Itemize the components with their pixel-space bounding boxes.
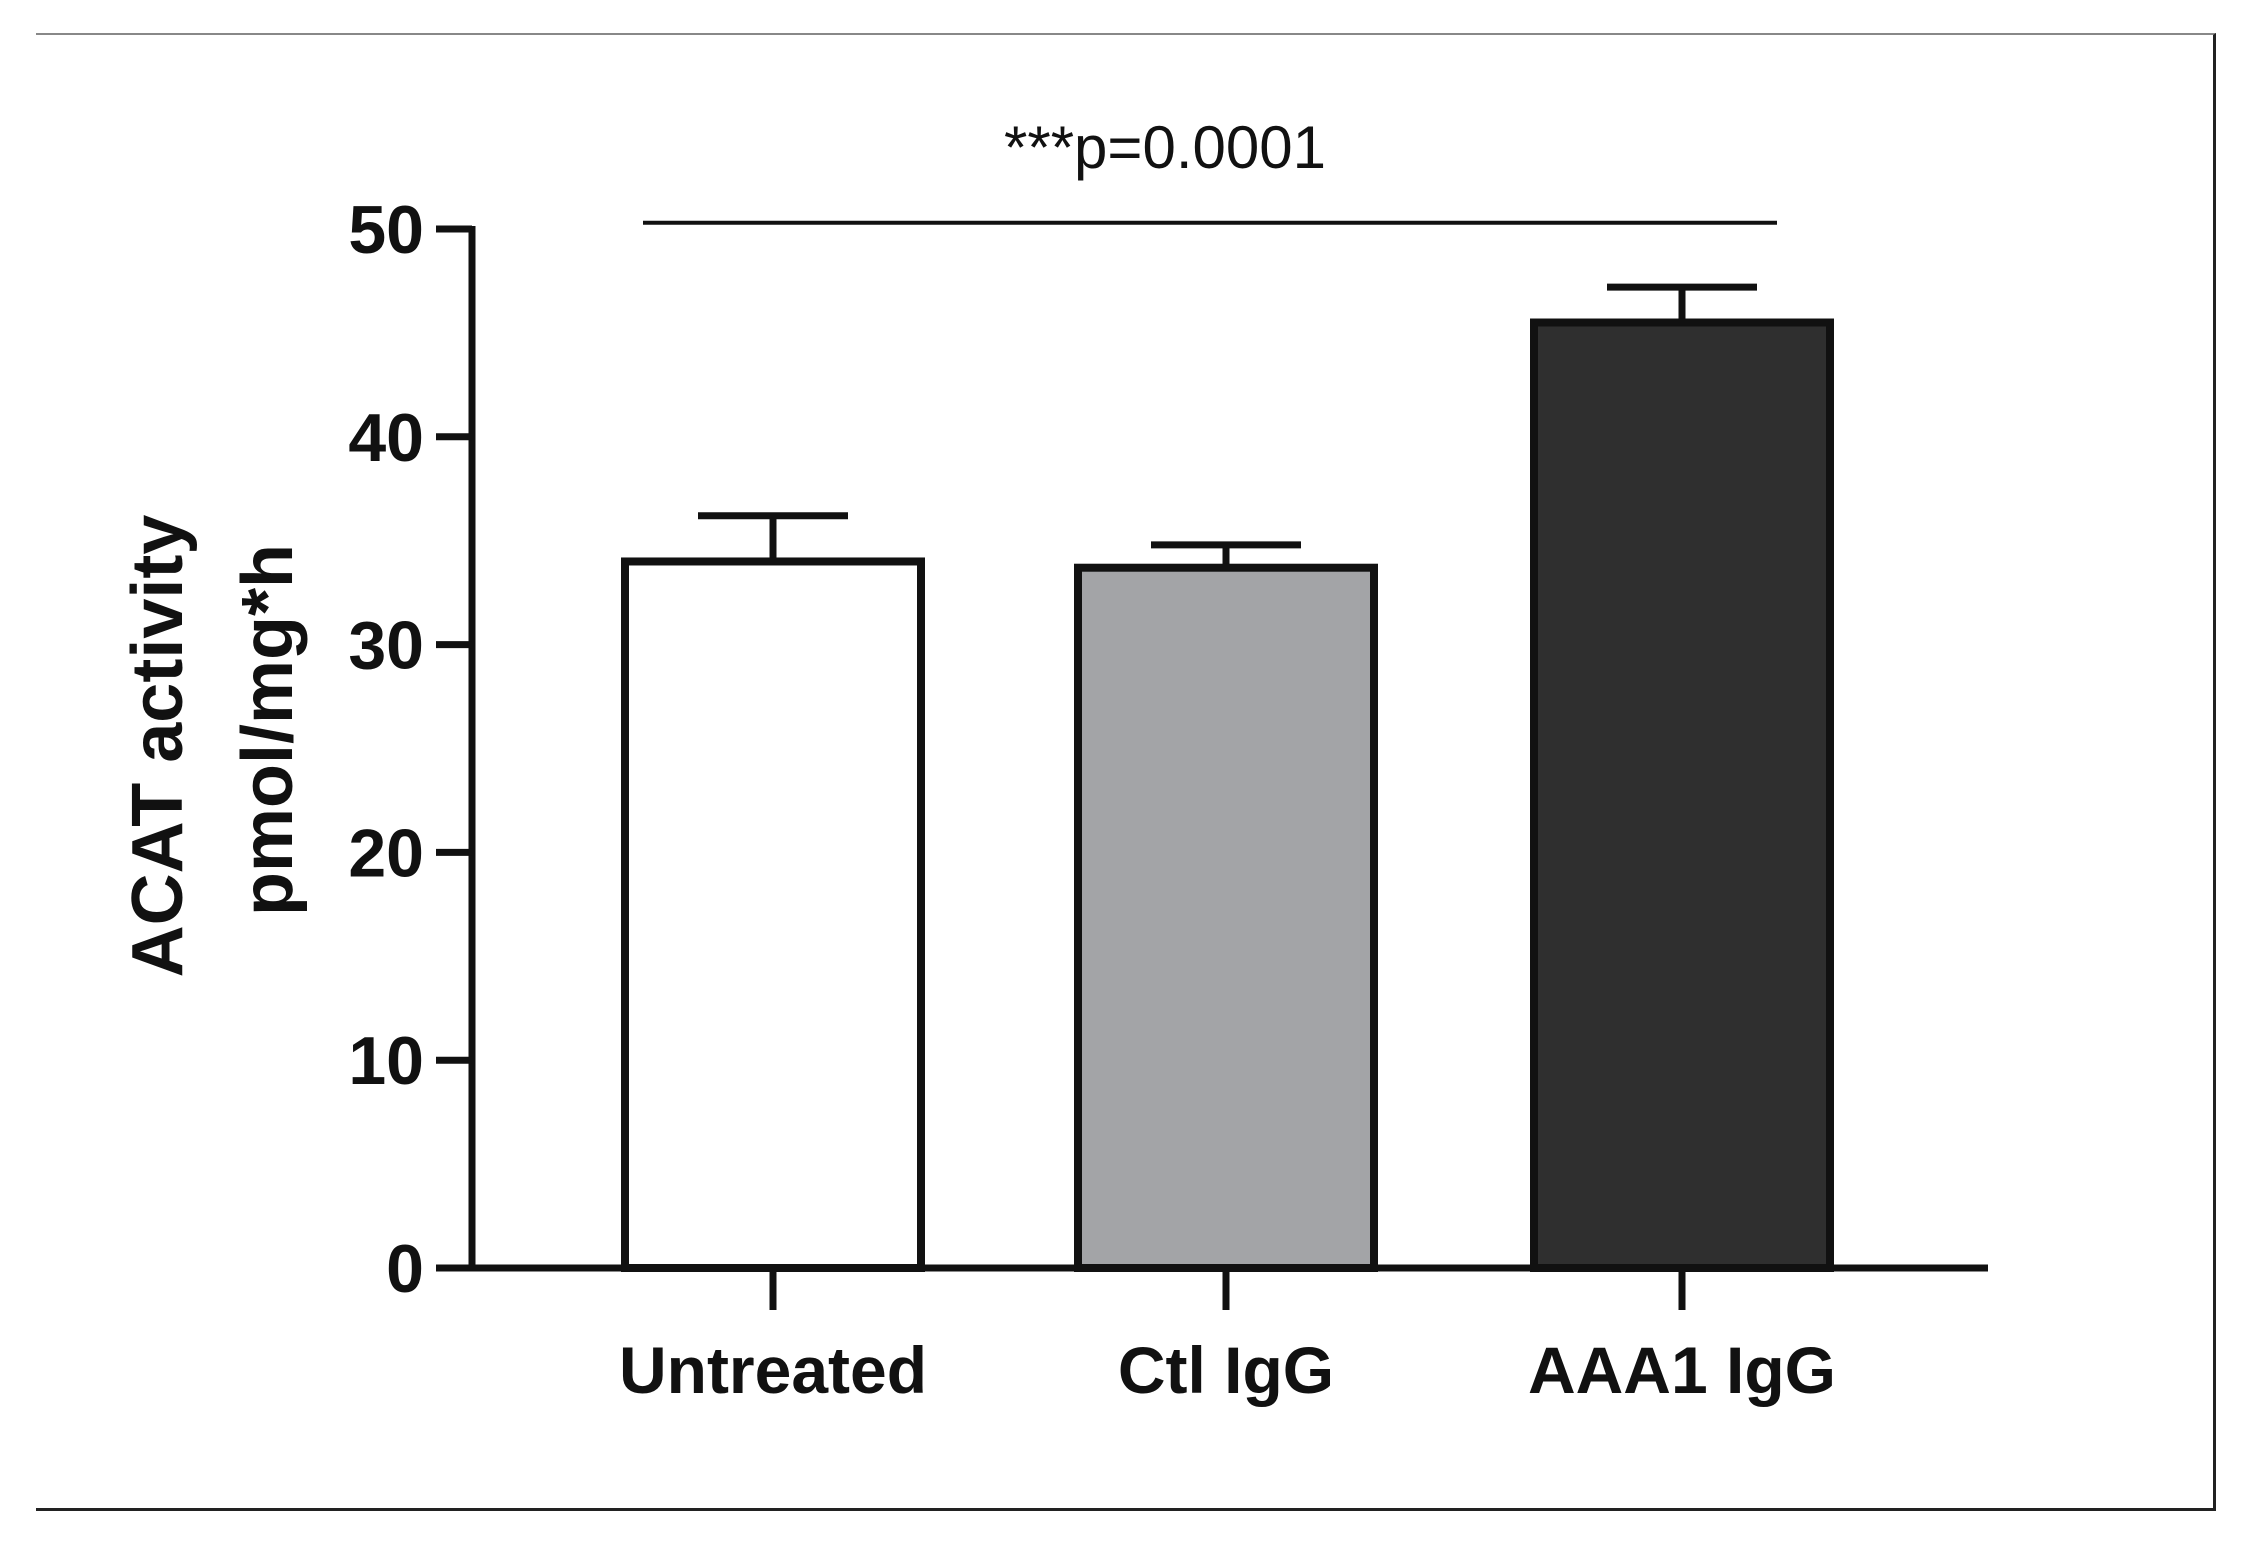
figure-frame [36,33,2216,1511]
bar-untreated [621,557,925,1272]
significance-annotation: ***p=0.0001 [643,114,1777,225]
y-tick-label-40: 40 [348,400,424,476]
x-tick-label-ctl-igg: Ctl IgG [1118,1333,1334,1407]
bars [621,318,1834,1272]
significance-label: ***p=0.0001 [1004,114,1326,181]
bar-ctl-igg [1074,563,1378,1272]
error-bars [698,283,1757,568]
y-axis-title-line-1: ACAT activity [118,515,198,978]
y-axis: 0 10 20 30 40 50 [348,192,476,1307]
y-tick-label-20: 20 [348,815,424,891]
y-axis-title-line-2: pmol/mg*h [228,544,308,916]
bar-aaa1-igg [1530,318,1834,1272]
y-tick-label-0: 0 [386,1231,424,1307]
category-labels: Untreated Ctl IgG AAA1 IgG [619,1333,1836,1407]
x-tick-label-untreated: Untreated [619,1333,927,1407]
y-axis-title-group: ACAT activity pmol/mg*h [118,515,308,978]
x-tick-label-aaa1-igg: AAA1 IgG [1528,1333,1836,1407]
y-tick-label-30: 30 [348,608,424,684]
x-axis [469,1264,1988,1310]
y-tick-label-50: 50 [348,192,424,268]
y-tick-label-10: 10 [348,1023,424,1099]
